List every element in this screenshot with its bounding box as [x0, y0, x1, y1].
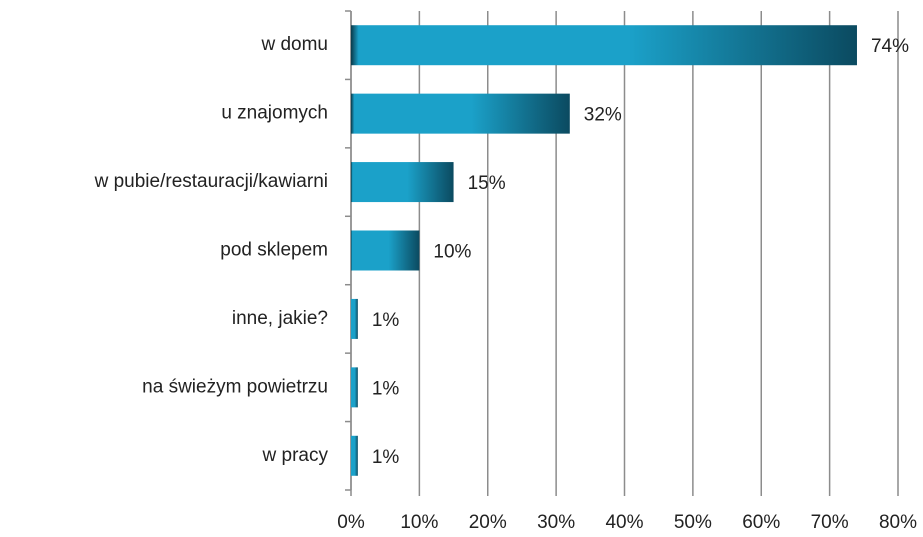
- x-tick-label: 40%: [605, 512, 643, 533]
- bar: [351, 367, 358, 408]
- bar: [351, 162, 454, 203]
- y-tick-label: w pracy: [262, 445, 329, 466]
- value-label: 32%: [584, 105, 622, 126]
- value-label: 10%: [433, 242, 471, 263]
- value-label: 74%: [871, 36, 909, 57]
- y-tick-label: w domu: [260, 34, 328, 55]
- x-tick-label: 30%: [537, 512, 575, 533]
- y-tick-label: na świeżym powietrzu: [142, 376, 328, 397]
- x-tick-label: 80%: [879, 512, 917, 533]
- x-tick-label: 50%: [674, 512, 712, 533]
- value-label: 1%: [372, 447, 400, 468]
- bar: [351, 25, 857, 66]
- value-label: 1%: [372, 378, 400, 399]
- x-tick-label: 0%: [337, 512, 365, 533]
- value-label: 15%: [468, 173, 506, 194]
- y-tick-label: w pubie/restauracji/kawiarni: [94, 171, 328, 192]
- x-tick-label: 10%: [400, 512, 438, 533]
- y-tick-label: inne, jakie?: [232, 308, 328, 329]
- bar: [351, 93, 570, 134]
- x-tick-label: 60%: [742, 512, 780, 533]
- bar: [351, 298, 358, 339]
- y-tick-label: pod sklepem: [220, 240, 328, 261]
- bar: [351, 435, 358, 476]
- value-label: 1%: [372, 310, 400, 331]
- x-tick-label: 20%: [469, 512, 507, 533]
- y-tick-label: u znajomych: [221, 103, 328, 124]
- bar: [351, 230, 420, 271]
- x-tick-label: 70%: [811, 512, 849, 533]
